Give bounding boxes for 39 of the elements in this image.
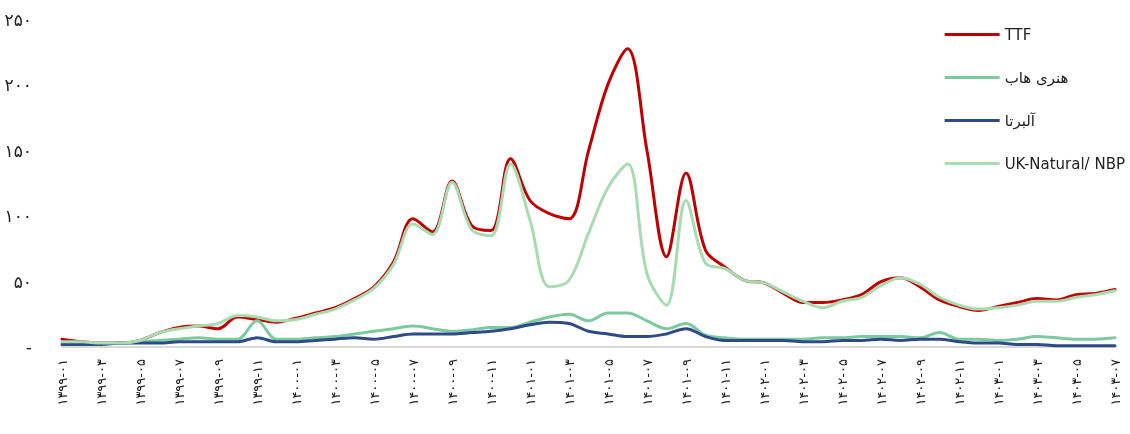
x-tick-label: ۱۳۹۹-۰۷	[171, 358, 187, 406]
legend-label: هنری هاب	[1004, 68, 1069, 87]
x-tick-label: ۱۳۹۹-۰۵	[132, 358, 148, 406]
x-tick-label: ۱۴۰۱-۱۱	[717, 359, 733, 406]
x-tick-label: ۱۴۰۲-۱۱	[951, 359, 967, 406]
x-tick-label: ۱۴۰۲-۰۵	[834, 358, 850, 406]
x-tick-label: ۱۴۰۳-۰۵	[1068, 358, 1084, 406]
y-tick-label: ۲۵۰	[4, 10, 32, 30]
x-tick-label: ۱۳۹۹-۰۱	[54, 359, 70, 406]
x-tick-label: ۱۴۰۲-۰۷	[873, 358, 889, 406]
legend-label: UK-Natural/ NBP	[1004, 154, 1125, 173]
x-tick-label: ۱۴۰۰-۰۹	[444, 358, 460, 406]
line-series	[60, 320, 1117, 348]
x-tick-label: ۱۴۰۱-۰۹	[678, 358, 694, 406]
x-tick-label: ۱۴۰۰-۰۳	[327, 358, 343, 406]
x-tick-label: ۱۴۰۰-۰۷	[405, 358, 421, 406]
legend-label: TTF	[1003, 25, 1032, 44]
x-tick-label: ۱۴۰۳-۰۱	[990, 359, 1006, 406]
x-tick-label: ۱۳۹۹-۰۹	[210, 358, 226, 406]
x-tick-label: ۱۴۰۳-۰۳	[1029, 358, 1045, 406]
x-tick-label: ۱۴۰۰-۰۱	[288, 359, 304, 406]
x-tick-label: ۱۴۰۲-۰۱	[756, 359, 772, 406]
x-tick-label: ۱۴۰۱-۰۵	[600, 358, 616, 406]
x-tick-label: ۱۴۰۲-۰۹	[912, 358, 928, 406]
y-tick-label: ۱۵۰	[4, 140, 32, 161]
x-tick-label: ۱۴۰۳-۰۷	[1107, 358, 1123, 406]
x-tick-label: ۱۴۰۰-۰۵	[366, 358, 382, 406]
y-tick-label: ۵۰	[13, 271, 32, 292]
y-tick-label: -	[25, 337, 32, 357]
x-tick-label: ۱۴۰۲-۰۳	[795, 358, 811, 406]
x-tick-label: ۱۴۰۱-۰۱	[522, 359, 538, 406]
x-tick-label: ۱۳۹۹-۱۱	[249, 359, 265, 406]
y-tick-label: ۱۰۰	[4, 206, 32, 227]
x-tick-label: ۱۴۰۱-۰۷	[639, 358, 655, 406]
y-tick-label: ۲۰۰	[4, 75, 32, 96]
legend-label: آلبرتا	[1004, 111, 1036, 130]
x-tick-label: ۱۳۹۹-۰۳	[93, 358, 109, 406]
x-tick-label: ۱۴۰۱-۰۳	[561, 358, 577, 406]
x-tick-label: ۱۴۰۰-۱۱	[483, 359, 499, 406]
